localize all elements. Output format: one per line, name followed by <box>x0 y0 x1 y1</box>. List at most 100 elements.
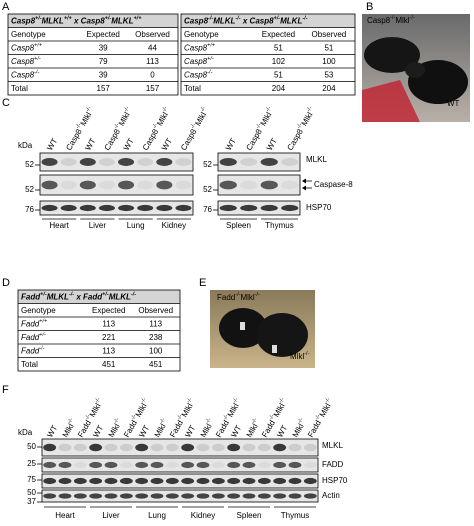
band <box>181 443 195 452</box>
lane-label: WT <box>183 424 197 439</box>
band <box>175 204 192 212</box>
genotype: Casp8+/+ <box>11 43 43 53</box>
protein-label: FADD <box>322 460 344 469</box>
marker: 25 <box>27 459 36 468</box>
genotype: Casp8+/- <box>184 56 214 66</box>
band <box>73 477 87 485</box>
text-part: WT <box>122 137 136 152</box>
text-part: Casp8 <box>179 127 199 152</box>
band <box>156 158 173 166</box>
panel-label: E <box>199 277 206 289</box>
tissue-label: Liver <box>102 511 120 520</box>
band <box>181 493 195 499</box>
band <box>73 461 87 469</box>
band <box>41 158 58 166</box>
band <box>257 477 271 485</box>
text-part: Mlkl <box>318 402 333 419</box>
text-part: -/- <box>75 123 83 131</box>
text-part: Mlkl <box>240 293 254 302</box>
text-part: -/- <box>114 123 122 131</box>
band <box>119 477 133 485</box>
text-part: WT <box>183 424 197 439</box>
text-part: +/- <box>39 332 46 338</box>
band <box>156 180 173 190</box>
protein-label: Caspase-8 <box>314 180 353 189</box>
text-part: +/- <box>102 292 109 298</box>
band <box>98 180 115 190</box>
text-part: WT <box>224 137 238 152</box>
band <box>119 461 133 469</box>
tissue-label: Spleen <box>237 511 262 520</box>
band <box>58 461 72 469</box>
tissue-label: Thymus <box>281 511 309 520</box>
text-part: +/- <box>35 16 42 22</box>
observed: 51 <box>324 43 333 52</box>
band <box>257 443 271 452</box>
text-part: MLKL <box>213 16 235 25</box>
band <box>288 443 302 452</box>
text-part: Casp8 <box>286 127 306 152</box>
expected: 51 <box>274 70 283 79</box>
band <box>303 443 317 452</box>
text-part: -/- <box>186 397 194 405</box>
lane-label: Mlkl-/- <box>198 417 216 439</box>
text-part: Casp8 <box>184 16 209 25</box>
text-part: Fadd <box>306 419 323 439</box>
column-header: Expected <box>262 30 295 39</box>
band <box>242 443 256 452</box>
band <box>119 443 133 452</box>
text-part: Mlkl <box>79 111 94 128</box>
band <box>60 204 77 212</box>
text-part: WT <box>45 424 59 439</box>
lane-label: WT <box>224 137 238 152</box>
observed: 157 <box>146 84 160 93</box>
marker: 76 <box>203 205 212 214</box>
band <box>211 461 225 469</box>
band <box>240 204 258 212</box>
tissue-label: Spleen <box>226 221 251 230</box>
marker: 76 <box>25 205 34 214</box>
text-part: -/- <box>113 417 121 425</box>
text-part: Mlkl <box>245 422 260 439</box>
text-part: Fadd <box>217 293 235 302</box>
text-part: Mlkl <box>300 111 315 128</box>
text-part: Fadd <box>21 292 41 301</box>
text-part: Mlkl <box>134 402 149 419</box>
text-part: MLKL <box>280 16 302 25</box>
text-part: Fadd <box>21 319 40 328</box>
text-part: Mlkl <box>61 422 76 439</box>
lane-label: WT <box>91 424 105 439</box>
photo-label: Casp8-/-Mlkl-/- <box>367 15 415 25</box>
text-part: -/- <box>315 414 323 422</box>
band <box>118 204 135 212</box>
genotype: Casp8-/- <box>11 70 39 80</box>
text-part: +/- <box>34 56 41 62</box>
text-part: -/- <box>410 15 415 21</box>
band <box>104 461 118 469</box>
text-part: -/- <box>140 397 148 405</box>
expected: 51 <box>274 43 283 52</box>
expected: 157 <box>97 84 111 93</box>
lane-label: Casp8-/-Mlkl-/- <box>285 106 317 152</box>
tissue-label: Kidney <box>162 221 186 230</box>
table-header: Casp8-/-MLKL-/- x Casp8+/-MLKL-/- <box>184 16 308 26</box>
band <box>240 180 258 190</box>
band <box>196 461 210 469</box>
band <box>73 443 87 452</box>
band <box>79 180 96 190</box>
text-part: x Casp8 <box>241 16 274 25</box>
lane-label: WT <box>84 137 98 152</box>
text-part: -/- <box>131 414 139 422</box>
band <box>219 158 237 166</box>
band <box>104 443 118 452</box>
text-part: -/- <box>39 346 44 352</box>
panel-label: F <box>2 384 9 396</box>
text-part: Mlkl <box>259 111 274 128</box>
lane-label: WT <box>160 137 174 152</box>
lane-label: Mlkl-/- <box>290 417 308 439</box>
blot <box>217 174 301 196</box>
text-part: Mlkl <box>272 402 287 419</box>
band <box>227 443 241 452</box>
band <box>175 180 192 190</box>
band <box>181 477 195 485</box>
